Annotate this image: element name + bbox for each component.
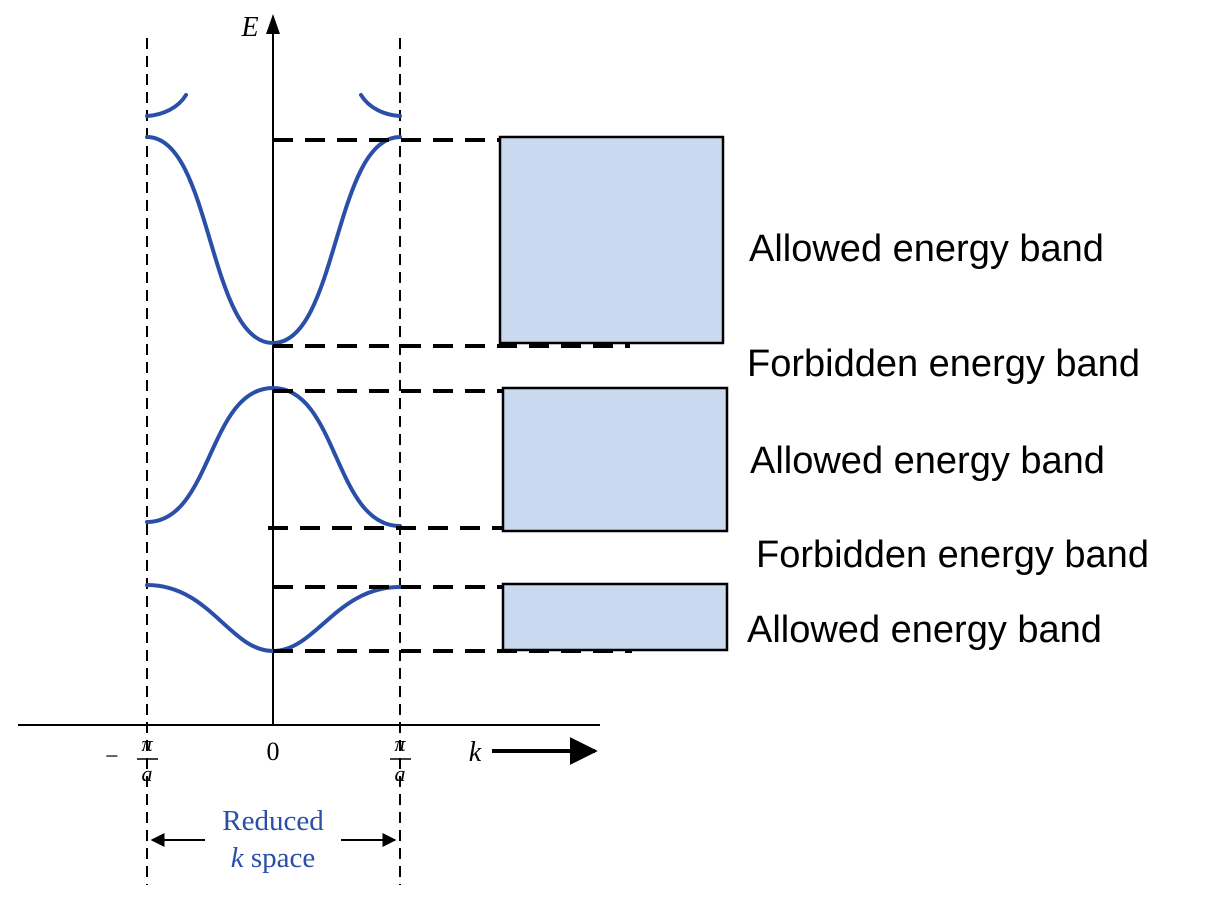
energy-axis-label: E [240,12,258,43]
reduced-space-line2: k space [231,842,316,874]
upper-band-stub-right [359,93,402,118]
band-1-curve [145,135,402,346]
band-label-allowed-1: Allowed energy band [749,228,1104,270]
upper-band-stub-left [145,93,188,118]
reduced-space-k: k [231,842,245,874]
band-label-allowed-3: Allowed energy band [747,609,1102,651]
reduced-space-line1: Reduced [222,805,324,837]
allowed-band-rect-3 [501,582,729,652]
band-label-allowed-2: Allowed energy band [750,440,1105,482]
tick-origin: 0 [267,737,280,766]
tick-left-a: a [142,761,153,786]
band-2-curve [145,385,402,528]
tick-right-a: a [395,761,406,786]
reduced-space-rest: space [244,842,316,874]
tick-minus-sign: − [105,744,119,770]
k-axis-label: k [469,737,482,768]
allowed-band-rect-2 [501,386,729,533]
tick-right-pi: π [394,731,406,756]
band-label-forbidden-1: Forbidden energy band [747,343,1140,385]
energy-axis-arrowhead [266,14,280,34]
allowed-band-rect-1 [498,135,725,345]
tick-left-pi: π [141,731,153,756]
band-label-forbidden-2: Forbidden energy band [756,534,1149,576]
